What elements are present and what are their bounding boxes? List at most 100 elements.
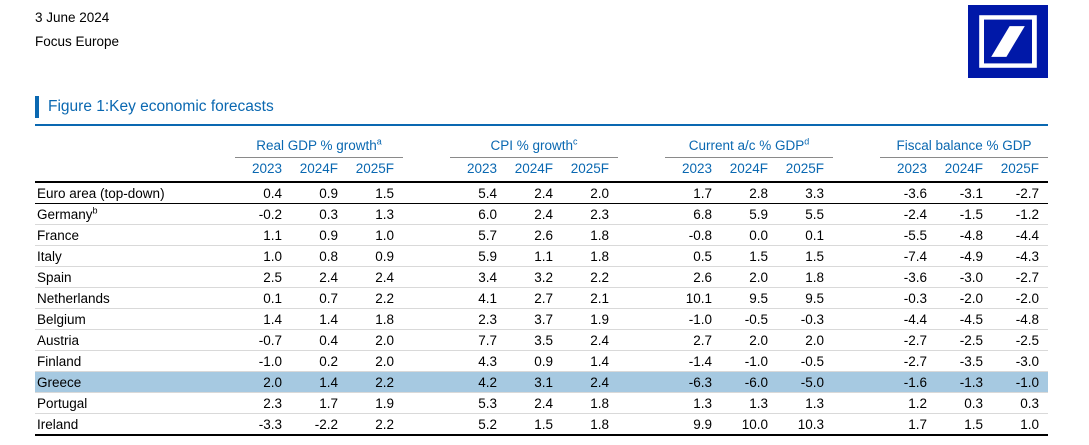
column-gap <box>833 245 881 267</box>
column-gap <box>833 308 881 330</box>
value-cell: 0.9 <box>347 245 403 267</box>
value-cell: 3.2 <box>506 266 562 288</box>
value-cell: 2.6 <box>506 224 562 246</box>
value-cell: 5.9 <box>450 245 506 267</box>
column-gap <box>618 135 665 158</box>
value-cell: 5.4 <box>450 182 506 204</box>
value-cell: 10.3 <box>797 416 825 432</box>
value-cell: 2.0 <box>347 350 403 372</box>
value-cell: 1.4 <box>235 308 291 330</box>
value-cell: -4.5 <box>936 308 993 330</box>
row-label-cell: Belgium <box>35 308 235 330</box>
value-cell: -2.7 <box>880 329 937 351</box>
value-cell: -3.0 <box>936 266 993 288</box>
row-label: Ireland <box>37 416 79 432</box>
value-cell: 2.0 <box>235 371 291 393</box>
value-cell: -0.5 <box>721 308 778 330</box>
value-cell: 2.4 <box>506 392 562 414</box>
column-gap <box>403 308 450 330</box>
value-cell: 1.5 <box>964 416 984 432</box>
value-cell: 1.4 <box>291 371 347 393</box>
value-cell: 1.2 <box>880 392 937 414</box>
publication-title: Focus Europe <box>35 34 120 49</box>
corner-cell <box>35 135 235 158</box>
value-cell: 1.5 <box>347 182 403 204</box>
value-cell: 0.8 <box>291 245 347 267</box>
value-cell: -1.4 <box>665 350 722 372</box>
value-cell: -3.6 <box>880 266 937 288</box>
column-gap <box>833 329 881 351</box>
value-cell: 3.7 <box>506 308 562 330</box>
value-cell: 1.3 <box>777 392 834 414</box>
row-label-cell: Germanyb <box>35 203 235 225</box>
column-gap <box>833 266 881 288</box>
value-cell: -4.8 <box>992 308 1049 330</box>
column-gap <box>618 224 666 246</box>
row-label-cell: Spain <box>35 266 235 288</box>
year-column-header: 2024F <box>291 157 347 183</box>
table-row: France 1.1 0.9 1.0 5.7 2.6 1.8 -0.8 0.0 0.1 -5.5 -4… <box>35 224 1049 246</box>
column-gap <box>618 350 666 372</box>
column-group-header: Fiscal balance % GDP <box>880 135 1049 158</box>
year-column-header: 2025F <box>777 157 834 183</box>
value-cell: 2.4 <box>291 266 347 288</box>
value-cell: 1.9 <box>347 392 403 414</box>
value-cell: 2.2 <box>347 371 403 393</box>
table-row: Portugal 2.3 1.7 1.9 5.3 2.4 1.8 1.3 1.3 1.3 1.2 0.… <box>35 392 1049 414</box>
value-cell: 5.9 <box>721 203 778 225</box>
value-cell: 2.4 <box>347 266 403 288</box>
column-group-label: Current a/c % GDP <box>688 138 805 153</box>
value-cell: 5.7 <box>450 224 506 246</box>
value-cell: 0.0 <box>721 224 778 246</box>
value-cell: -0.7 <box>235 329 291 351</box>
corner-cell <box>35 157 235 183</box>
value-cell: 1.8 <box>562 392 619 414</box>
value-cell: 2.0 <box>347 329 403 351</box>
column-gap <box>833 414 880 436</box>
value-cell: -1.6 <box>880 371 937 393</box>
value-cell: 1.8 <box>777 266 834 288</box>
column-group-header: Real GDP % growtha <box>235 135 403 158</box>
column-gap <box>833 135 880 158</box>
value-cell: -4.8 <box>936 224 993 246</box>
value-cell: 1.0 <box>347 224 403 246</box>
row-label: Finland <box>37 353 82 369</box>
value-cell: -1.3 <box>936 371 993 393</box>
column-gap <box>618 371 666 393</box>
value-cell: 2.6 <box>665 266 722 288</box>
value-cell: 2.7 <box>665 329 722 351</box>
value-cell: 1.0 <box>235 245 291 267</box>
column-gap <box>403 329 450 351</box>
value-cell: 1.5 <box>721 245 778 267</box>
row-label: Netherlands <box>37 290 110 306</box>
row-label-cell: France <box>35 224 235 246</box>
row-label-cell: Portugal <box>35 392 235 414</box>
value-cell: 1.8 <box>590 416 610 432</box>
value-cell: 2.4 <box>562 371 619 393</box>
value-cell: -1.0 <box>721 350 778 372</box>
value-cell: 2.3 <box>235 392 291 414</box>
column-gap <box>833 157 881 183</box>
column-gap <box>833 350 881 372</box>
year-column-header: 2023 <box>450 157 506 183</box>
row-label: Belgium <box>37 311 86 327</box>
value-cell: 1.3 <box>721 392 778 414</box>
column-gap <box>403 350 450 372</box>
row-label-cell: Euro area (top-down) <box>35 182 235 204</box>
value-cell: -4.3 <box>992 245 1049 267</box>
value-cell: -2.5 <box>936 329 993 351</box>
column-gap <box>403 182 450 204</box>
year-column-header: 2025F <box>992 157 1049 183</box>
table-row: Ireland -3.3 -2.2 2.2 5.2 1.5 1.8 9.9 10.0 10.3 1.… <box>35 414 1048 436</box>
value-cell: -2.5 <box>992 329 1049 351</box>
column-gap <box>403 245 450 267</box>
value-cell: -5.5 <box>880 224 937 246</box>
value-cell: 3.5 <box>506 329 562 351</box>
value-cell: 0.3 <box>936 392 993 414</box>
value-cell: 2.2 <box>375 416 394 432</box>
table-row: Italy 1.0 0.8 0.9 5.9 1.1 1.8 0.5 1.5 1.5 -7.4 -4.9… <box>35 245 1049 267</box>
value-cell: -5.0 <box>777 371 834 393</box>
column-gap <box>618 157 666 183</box>
value-cell: 4.1 <box>450 287 506 309</box>
column-gap <box>403 224 450 246</box>
